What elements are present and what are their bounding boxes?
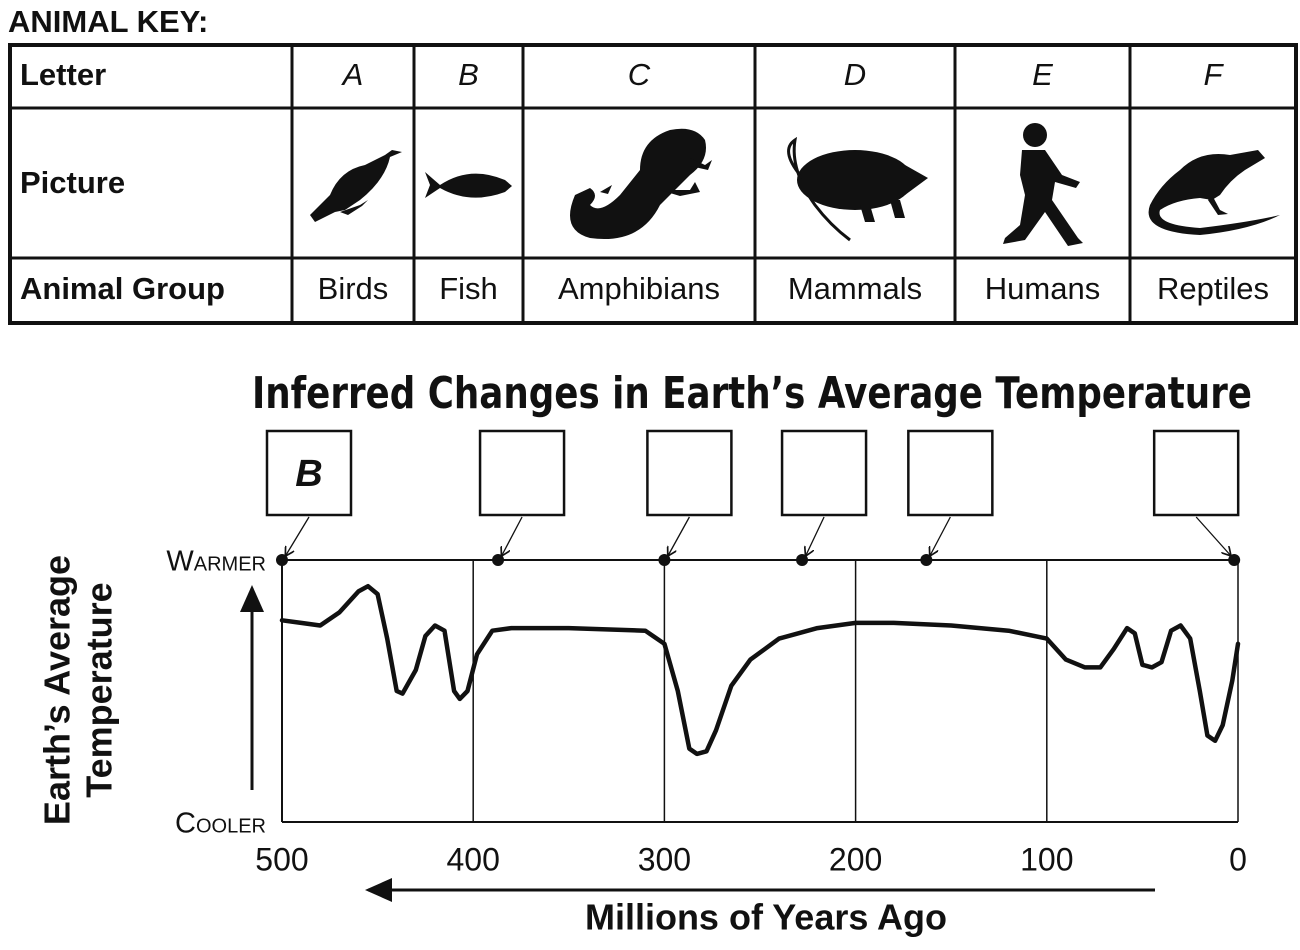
animal-group: Birds: [318, 271, 389, 306]
pointer-arrow: [286, 516, 310, 555]
pointer-arrow: [668, 516, 690, 555]
y-tick-label: Cooler: [175, 808, 266, 840]
x-tick-label: 100: [1020, 841, 1073, 877]
x-tick-label: 400: [447, 841, 500, 877]
answer-box: [646, 429, 733, 517]
pointer-arrow: [1195, 516, 1230, 555]
answer-box: [1152, 429, 1240, 517]
event-dot: [276, 554, 288, 566]
x-tick-label: 0: [1229, 841, 1247, 877]
y-tick-label: Warmer: [166, 546, 266, 578]
amphibian-picture: [570, 128, 712, 240]
animal-group: Amphibians: [558, 271, 720, 306]
y-axis-label: Temperature: [79, 582, 120, 797]
row-header: Picture: [20, 165, 125, 200]
mammal-picture: [787, 136, 928, 242]
chart-title: Inferred Changes in Earth’s Average Temp…: [252, 368, 1252, 419]
animal-letter: D: [844, 57, 866, 92]
answer-label: B: [295, 453, 322, 495]
pointer-arrow: [930, 516, 951, 555]
animal-group: Mammals: [788, 271, 922, 306]
event-dot: [492, 554, 505, 566]
x-axis-label: Millions of Years Ago: [585, 897, 947, 938]
y-axis-label: Earth’s Average: [37, 555, 78, 825]
animal-group: Humans: [985, 271, 1100, 306]
answer-box: [265, 429, 353, 517]
plot-area: Inferred Changes in Earth’s Average Temp…: [37, 368, 1252, 938]
row-header: Animal Group: [20, 271, 225, 306]
reptile-picture: [1148, 150, 1280, 235]
event-dot: [920, 554, 933, 566]
row-header: Letter: [20, 57, 106, 92]
animal-group: Fish: [439, 271, 498, 306]
pointer-arrow: [502, 516, 523, 555]
animal-letter: C: [628, 57, 651, 92]
animal-letter: E: [1032, 57, 1053, 92]
animal-letter: F: [1204, 57, 1225, 92]
fish-picture: [425, 172, 512, 198]
answer-box: [780, 429, 868, 517]
bird-picture: [310, 150, 402, 222]
temperature-line: [279, 583, 1241, 757]
animal-letter: A: [341, 57, 364, 92]
event-dot: [796, 554, 809, 566]
x-tick-label: 300: [638, 841, 691, 877]
x-tick-label: 500: [255, 841, 308, 877]
x-tick-label: 200: [829, 841, 882, 877]
human-picture: [1003, 123, 1083, 246]
event-dot: [1228, 554, 1241, 566]
animal-key-table: Letter Picture Animal Group A Birds B Fish C Amp…: [8, 43, 1298, 325]
animal-group: Reptiles: [1157, 271, 1269, 306]
answer-box: [907, 429, 994, 517]
answer-box: [478, 429, 566, 517]
animal-letter: B: [458, 57, 479, 92]
key-title: ANIMAL KEY:: [8, 4, 208, 39]
pointer-arrow: [806, 516, 825, 555]
event-dot: [658, 554, 671, 566]
